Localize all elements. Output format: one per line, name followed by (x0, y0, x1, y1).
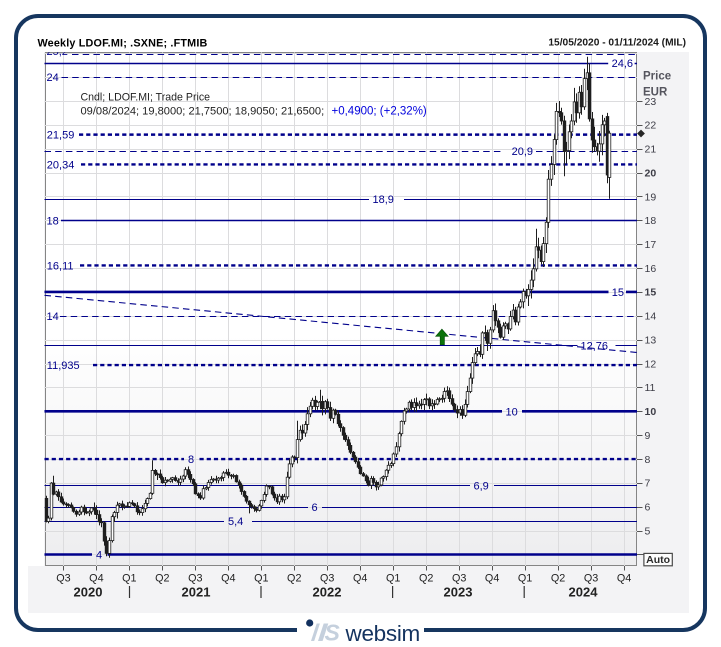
svg-text:17: 17 (645, 239, 657, 251)
svg-text:6: 6 (312, 502, 318, 514)
svg-text:9: 9 (645, 430, 651, 442)
svg-text:5: 5 (645, 525, 651, 537)
svg-text:24: 24 (47, 72, 59, 84)
svg-text:18,9: 18,9 (373, 194, 394, 206)
svg-text:18: 18 (47, 215, 59, 227)
svg-text:Q3: Q3 (452, 573, 466, 585)
svg-text:Q4: Q4 (89, 573, 103, 585)
svg-text:12: 12 (645, 358, 657, 370)
svg-text:2020: 2020 (74, 585, 103, 600)
svg-text:2024: 2024 (569, 585, 599, 600)
svg-text:16: 16 (645, 263, 657, 275)
svg-text:24,6: 24,6 (612, 58, 633, 70)
svg-text:Q3: Q3 (188, 573, 202, 585)
svg-text:Cndl; LDOF.MI; Trade Price: Cndl; LDOF.MI; Trade Price (81, 92, 211, 104)
svg-text:Q4: Q4 (353, 573, 367, 585)
svg-text:23: 23 (645, 96, 657, 108)
svg-text:22: 22 (645, 120, 657, 132)
svg-text:21: 21 (645, 144, 657, 156)
svg-text:websim: websim (345, 621, 420, 646)
svg-text:Q1: Q1 (254, 573, 268, 585)
svg-text:10: 10 (506, 406, 518, 418)
svg-text:20,34: 20,34 (47, 159, 75, 171)
svg-text:13: 13 (645, 334, 657, 346)
svg-text:5,4: 5,4 (228, 516, 243, 528)
svg-text:09/08/2024; 19,8000; 21,7500;: 09/08/2024; 19,8000; 21,7500; 18,9050; 2… (81, 106, 325, 118)
svg-text:18: 18 (645, 215, 657, 227)
svg-text:7: 7 (645, 478, 651, 490)
svg-text:15/05/2020 - 01/11/2024 (MIL): 15/05/2020 - 01/11/2024 (MIL) (548, 38, 686, 49)
svg-text:+0,4900; (+2,32%): +0,4900; (+2,32%) (332, 106, 427, 118)
svg-text:S: S (325, 620, 341, 646)
svg-text:25,2: 25,2 (47, 46, 68, 58)
svg-text:2021: 2021 (182, 585, 211, 600)
svg-text:20: 20 (645, 167, 657, 179)
svg-text:6: 6 (645, 502, 651, 514)
svg-text:Q3: Q3 (320, 573, 334, 585)
svg-text:Q4: Q4 (221, 573, 235, 585)
svg-text:6,9: 6,9 (474, 480, 489, 492)
svg-text:15: 15 (645, 287, 657, 299)
svg-text:8: 8 (645, 454, 651, 466)
svg-text:2023: 2023 (444, 585, 473, 600)
svg-text:Q4: Q4 (617, 573, 631, 585)
svg-text:Auto: Auto (646, 554, 670, 566)
svg-text:Q2: Q2 (551, 573, 565, 585)
svg-text:Q1: Q1 (386, 573, 400, 585)
svg-text:Q4: Q4 (485, 573, 499, 585)
svg-text:15: 15 (612, 287, 624, 299)
svg-text:14: 14 (645, 311, 657, 323)
svg-text:Weekly LDOF.MI; .SXNE; .FTMIB: Weekly LDOF.MI; .SXNE; .FTMIB (38, 38, 208, 50)
svg-text:11: 11 (645, 382, 656, 394)
svg-text:EUR: EUR (643, 87, 668, 99)
svg-text:4: 4 (96, 550, 102, 562)
svg-text:Q1: Q1 (122, 573, 136, 585)
svg-text:20,9: 20,9 (512, 146, 533, 158)
svg-text:2022: 2022 (313, 585, 342, 600)
svg-text:Q1: Q1 (518, 573, 532, 585)
svg-text:Q3: Q3 (584, 573, 598, 585)
svg-text:14: 14 (47, 311, 59, 323)
svg-text:16,11: 16,11 (47, 260, 74, 272)
svg-text:Q2: Q2 (155, 573, 169, 585)
svg-text:Q2: Q2 (419, 573, 433, 585)
svg-text:8: 8 (188, 454, 194, 466)
svg-text:12,76: 12,76 (581, 340, 609, 352)
svg-text:Price: Price (643, 71, 671, 83)
svg-text:10: 10 (645, 406, 657, 418)
svg-text:Q2: Q2 (287, 573, 301, 585)
svg-text:19: 19 (645, 191, 657, 203)
svg-text:Q3: Q3 (56, 573, 70, 585)
svg-text:21,59: 21,59 (47, 130, 75, 142)
svg-text:11,935: 11,935 (47, 360, 80, 372)
